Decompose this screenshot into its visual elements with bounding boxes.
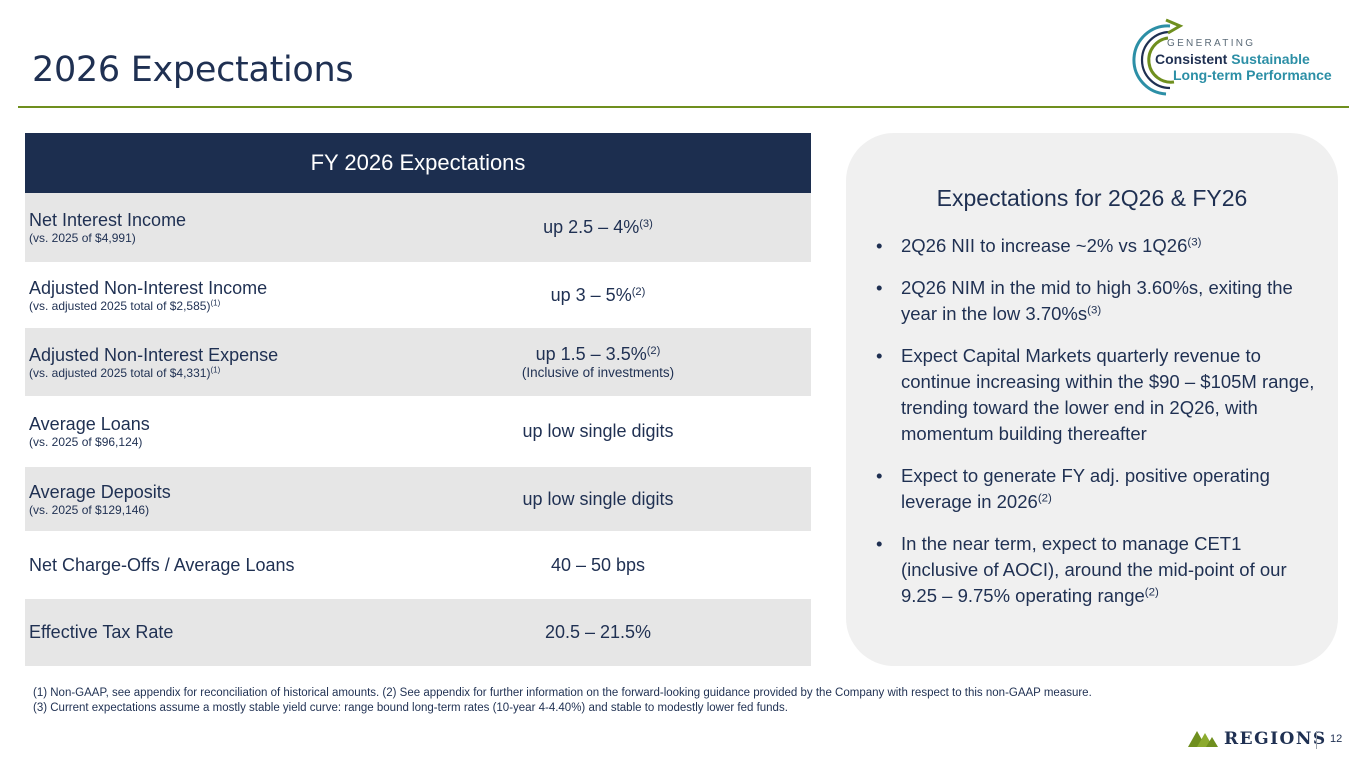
list-item: • Expect to generate FY adj. positive ope…	[876, 465, 1270, 512]
bullet-icon: •	[876, 465, 883, 486]
expectations-panel: Expectations for 2Q26 & FY26 • 2Q26 NII t…	[846, 133, 1338, 666]
row-label-cell: Average Loans (vs. 2025 of $96,124)	[25, 414, 470, 449]
page-number: 12	[1330, 733, 1343, 745]
row-sublabel: (vs. adjusted 2025 total of $2,585)(1)	[29, 298, 221, 313]
row-sublabel: (vs. 2025 of $96,124)	[29, 435, 143, 449]
row-value-footnote: (3)	[639, 217, 653, 230]
bullet-icon: •	[876, 277, 883, 298]
bullet-icon: •	[876, 235, 883, 256]
footer-divider	[1316, 731, 1317, 749]
row-value-footnote: (2)	[631, 285, 646, 298]
regions-wordmark: REGIONS	[1224, 729, 1327, 749]
logo-sustainable: Sustainable	[1231, 51, 1310, 67]
table-row-average-deposits: Average Deposits (vs. 2025 of $129,146) …	[25, 467, 811, 531]
footnotes: (1) Non-GAAP, see appendix for reconcili…	[33, 686, 1092, 716]
row-value: up 3 – 5%	[550, 284, 632, 305]
table-header: FY 2026 Expectations	[25, 133, 811, 193]
row-value-note: (Inclusive of investments)	[521, 364, 675, 380]
row-sublabel: (vs. adjusted 2025 total of $4,331)(1)	[29, 365, 221, 380]
table-row-net-charge-offs: Net Charge-Offs / Average Loans 40 – 50 …	[25, 531, 811, 599]
table-row-average-loans: Average Loans (vs. 2025 of $96,124) up l…	[25, 396, 811, 467]
table-row-effective-tax-rate: Effective Tax Rate 20.5 – 21.5%	[25, 599, 811, 666]
footnote-line: (3) Current expectations assume a mostly…	[33, 702, 788, 714]
circular-arrow-icon	[1132, 18, 1184, 96]
row-value: up low single digits	[522, 488, 674, 509]
row-value-cell: 20.5 – 21.5%	[470, 622, 811, 643]
row-value: 20.5 – 21.5%	[544, 622, 652, 642]
row-sublabel: (vs. 2025 of $4,991)	[29, 231, 136, 245]
row-value-cell: 40 – 50 bps	[470, 555, 811, 576]
row-value-cell: up 3 – 5%(2)	[470, 285, 811, 306]
row-value: up 1.5 – 3.5%	[535, 343, 647, 364]
row-value: 40 – 50 bps	[550, 554, 646, 575]
list-item: • In the near term, expect to manage CET1…	[876, 533, 1287, 606]
row-value: up 2.5 – 4%	[543, 217, 640, 237]
row-label-cell: Net Interest Income (vs. 2025 of $4,991)	[25, 210, 470, 245]
logo-line1: Consistent Sustainable	[1155, 51, 1310, 67]
logo-line2: Long-term Performance	[1173, 67, 1332, 83]
row-label-cell: Adjusted Non-Interest Income (vs. adjust…	[25, 278, 470, 313]
expectations-table: FY 2026 Expectations Net Interest Income…	[25, 133, 811, 666]
row-label: Effective Tax Rate	[29, 622, 174, 642]
row-sublabel-footnote: (1)	[210, 298, 221, 308]
row-label: Adjusted Non-Interest Expense	[29, 344, 279, 365]
triangle-mark-icon	[1188, 731, 1218, 747]
item-footnote: (3)	[1087, 304, 1102, 317]
row-label-cell: Average Deposits (vs. 2025 of $129,146)	[25, 482, 470, 517]
bullet-icon: •	[876, 533, 883, 554]
row-sublabel-footnote: (1)	[210, 365, 221, 375]
item-footnote: (2)	[1144, 586, 1159, 599]
footnote-line: (1) Non-GAAP, see appendix for reconcili…	[33, 687, 1092, 699]
row-value-footnote: (2)	[646, 344, 661, 357]
list-item: • 2Q26 NII to increase ~2% vs 1Q26(3)	[876, 233, 1316, 259]
row-label: Net Charge-Offs / Average Loans	[29, 554, 295, 575]
row-label-cell: Net Charge-Offs / Average Loans	[25, 555, 470, 576]
regions-logo: REGIONS	[1188, 727, 1325, 751]
bullet-icon: •	[876, 345, 883, 366]
row-value: up low single digits	[522, 421, 674, 441]
row-label: Net Interest Income	[29, 210, 187, 230]
row-label-cell: Adjusted Non-Interest Expense (vs. adjus…	[25, 345, 470, 380]
table-row-adjusted-non-interest-expense: Adjusted Non-Interest Expense (vs. adjus…	[25, 328, 811, 396]
row-label: Average Deposits	[29, 481, 171, 502]
row-label: Adjusted Non-Interest Income	[29, 277, 268, 298]
row-label: Average Loans	[29, 414, 150, 434]
row-value-cell: up low single digits	[470, 489, 811, 510]
row-value-cell: up 1.5 – 3.5%(2) (Inclusive of investmen…	[470, 344, 811, 381]
row-label-cell: Effective Tax Rate	[25, 622, 470, 643]
row-value-cell: up 2.5 – 4%(3)	[470, 217, 811, 238]
table-row-adjusted-non-interest-income: Adjusted Non-Interest Income (vs. adjust…	[25, 262, 811, 328]
row-sublabel: (vs. 2025 of $129,146)	[29, 502, 150, 517]
table-row-net-interest-income: Net Interest Income (vs. 2025 of $4,991)…	[25, 193, 811, 262]
title-divider	[18, 106, 1349, 108]
panel-title: Expectations for 2Q26 & FY26	[936, 185, 1248, 211]
item-footnote: (2)	[1037, 492, 1052, 505]
expectations-list: • 2Q26 NII to increase ~2% vs 1Q26(3) • 2Q…	[876, 233, 1316, 625]
item-footnote: (3)	[1187, 236, 1202, 249]
logo-generating-text: GENERATING	[1167, 38, 1256, 49]
generating-performance-logo: GENERATING Consistent Sustainable Long-t…	[1130, 18, 1355, 102]
logo-consistent: Consistent	[1155, 51, 1228, 67]
page-title: 2026 Expectations	[32, 50, 354, 90]
row-value-cell: up low single digits	[470, 421, 811, 442]
list-item: • 2Q26 NIM in the mid to high 3.60%s, exi…	[876, 277, 1293, 324]
list-item: • Expect Capital Markets quarterly revenu…	[876, 345, 1315, 444]
